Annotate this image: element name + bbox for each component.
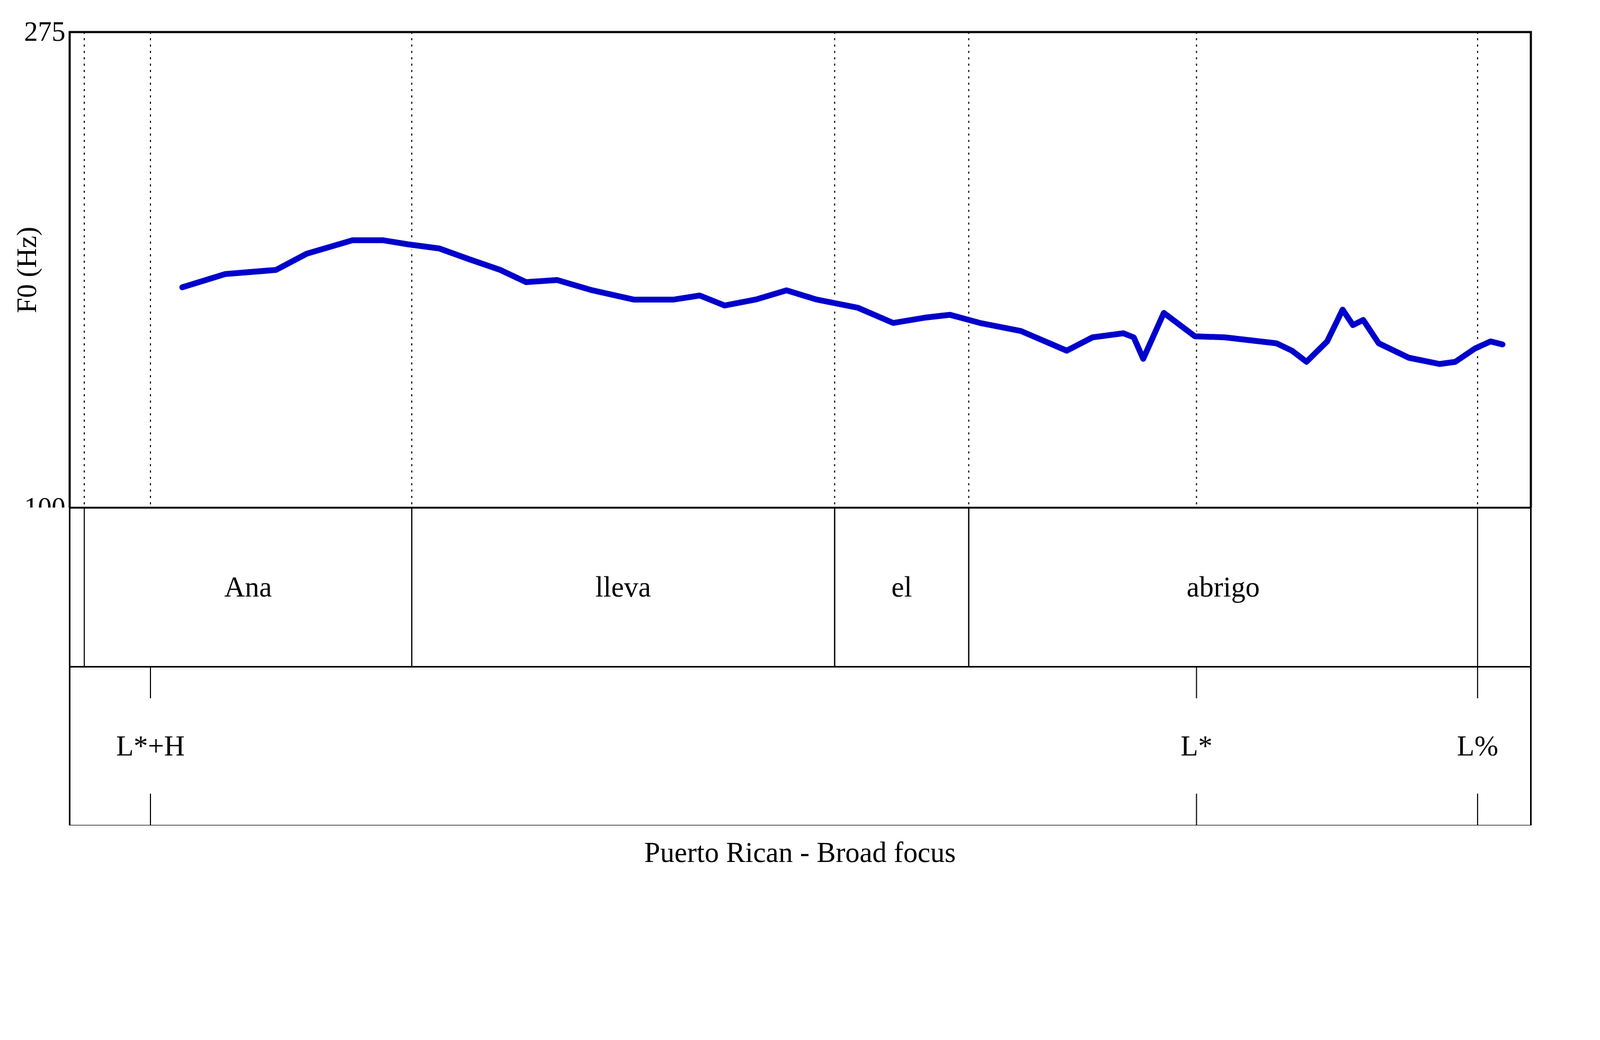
svg-text:L%: L% bbox=[1456, 730, 1499, 762]
svg-text:L*: L* bbox=[1180, 730, 1213, 762]
svg-text:275: 275 bbox=[24, 16, 66, 47]
svg-text:lleva: lleva bbox=[595, 571, 652, 603]
svg-text:Ana: Ana bbox=[224, 571, 272, 603]
svg-text:L*+H: L*+H bbox=[116, 730, 185, 762]
svg-text:el: el bbox=[891, 571, 912, 603]
html-text:Puerto Rican - Broad focus: Puerto Rican - Broad focus bbox=[644, 836, 956, 869]
svg-text:100: 100 bbox=[24, 492, 66, 508]
svg-text:abrigo: abrigo bbox=[1186, 571, 1260, 603]
svg-text:F0 (Hz): F0 (Hz) bbox=[11, 226, 43, 314]
